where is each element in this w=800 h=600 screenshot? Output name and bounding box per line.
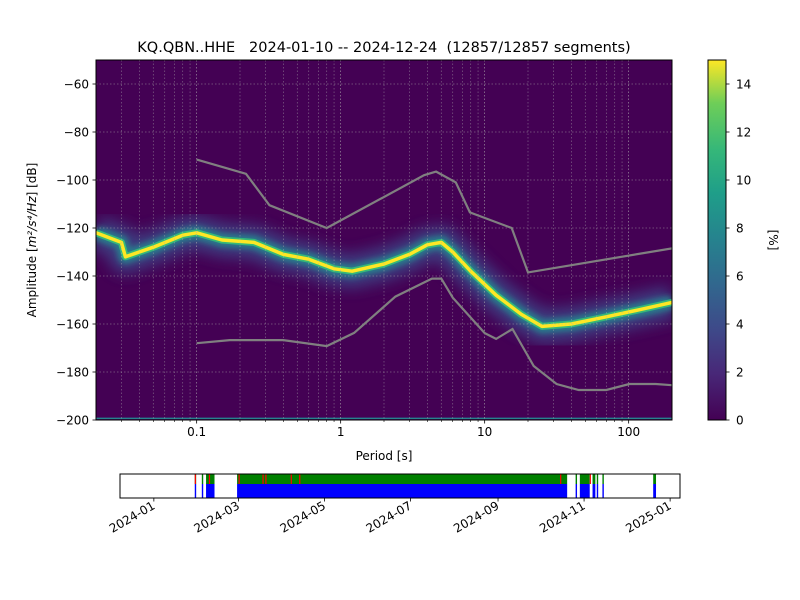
grid-layer [96, 60, 672, 420]
gap-marker [290, 474, 292, 484]
x-tick-label: 100 [617, 425, 640, 439]
y-axis-label-unit: m²/s⁴/Hz [25, 196, 39, 248]
x-tick-label: 10 [477, 425, 492, 439]
used-data-bar [602, 484, 604, 498]
high-noise-model-line [196, 158, 672, 274]
timeline-frame [119, 473, 681, 499]
colorbar-tick-label: 2 [736, 365, 744, 379]
y-tick-label: −180 [56, 365, 89, 379]
y-axis-label: Amplitude [m²/s⁴/Hz] [dB] [25, 163, 39, 318]
x-axis-label: Period [s] [356, 449, 413, 463]
y-tick-label: −60 [64, 77, 89, 91]
y-axis-label-main: Amplitude [ [25, 247, 39, 317]
available-data-bar [579, 474, 590, 484]
used-data-bar [653, 484, 657, 498]
y-axis-label-tail: ] [dB] [25, 163, 39, 197]
used-data-bar [596, 484, 599, 498]
available-data-bar [201, 474, 204, 484]
timeline-tick-label: 2025-01 [623, 498, 673, 535]
y-axis-ticks: −60 −80 −100 −120 −140 −160 −180 −200 [56, 77, 96, 427]
used-data-bar [206, 484, 215, 498]
y-tick-label: −140 [56, 269, 89, 283]
colorbar-tick-label: 10 [736, 173, 751, 187]
colorbar-ticks: 0 2 4 6 8 10 12 14 [726, 77, 751, 427]
colorbar-tick-label: 8 [736, 221, 744, 235]
y-tick-label: −160 [56, 317, 89, 331]
colorbar-tick-label: 4 [736, 317, 744, 331]
available-data-bar [575, 474, 578, 484]
available-data-bar [592, 474, 596, 484]
y-tick-label: −200 [56, 413, 89, 427]
gap-marker [208, 474, 211, 484]
used-data-bar [592, 484, 596, 498]
colorbar-label: [%] [766, 230, 780, 251]
colorbar-tick-label: 6 [736, 269, 744, 283]
noise-model-layer [196, 158, 672, 392]
available-data-bar [237, 474, 568, 484]
timeline-tick-label: 2024-09 [451, 498, 501, 535]
y-tick-label: −100 [56, 173, 89, 187]
available-data-bar [602, 474, 604, 484]
chart-title: KQ.QBN..HHE 2024-01-10 -- 2024-12-24 (12… [137, 40, 630, 56]
x-axis-ticks: 0.1 1 10 100 [121, 420, 640, 439]
timeline-tick-label: 2024-11 [537, 498, 587, 535]
gap-marker [194, 474, 196, 484]
timeline-tick-label: 2024-01 [107, 498, 157, 535]
gap-marker [589, 474, 591, 484]
timeline-tick-label: 2024-05 [278, 498, 328, 535]
colorbar-tick-label: 0 [736, 413, 744, 427]
available-data-bar [653, 474, 657, 484]
gap-marker [262, 474, 264, 484]
y-tick-label: −80 [64, 125, 89, 139]
used-data-bar [579, 484, 590, 498]
gap-marker [265, 474, 267, 484]
available-data-bar [596, 474, 599, 484]
gap-marker [299, 474, 301, 484]
used-data-bar [575, 484, 578, 498]
gap-marker [560, 474, 562, 484]
used-data-bar [201, 484, 204, 498]
x-tick-label: 1 [337, 425, 345, 439]
timeline-tick-label: 2024-03 [192, 498, 242, 535]
x-tick-label: 0.1 [187, 425, 206, 439]
colorbar-tick-label: 14 [736, 77, 751, 91]
timeline-ticks: 2024-01 2024-03 2024-05 2024-07 2024-09 2024-… [107, 498, 674, 536]
timeline-layer [194, 474, 657, 498]
colorbar-tick-label: 12 [736, 125, 751, 139]
available-data-bar [206, 474, 215, 484]
timeline-tick-label: 2024-07 [364, 498, 414, 535]
colorbar [707, 59, 727, 421]
low-noise-model-line [196, 277, 672, 392]
y-tick-label: −120 [56, 221, 89, 235]
used-data-bar [237, 484, 568, 498]
gap-marker [238, 474, 240, 484]
used-data-bar [194, 484, 197, 498]
